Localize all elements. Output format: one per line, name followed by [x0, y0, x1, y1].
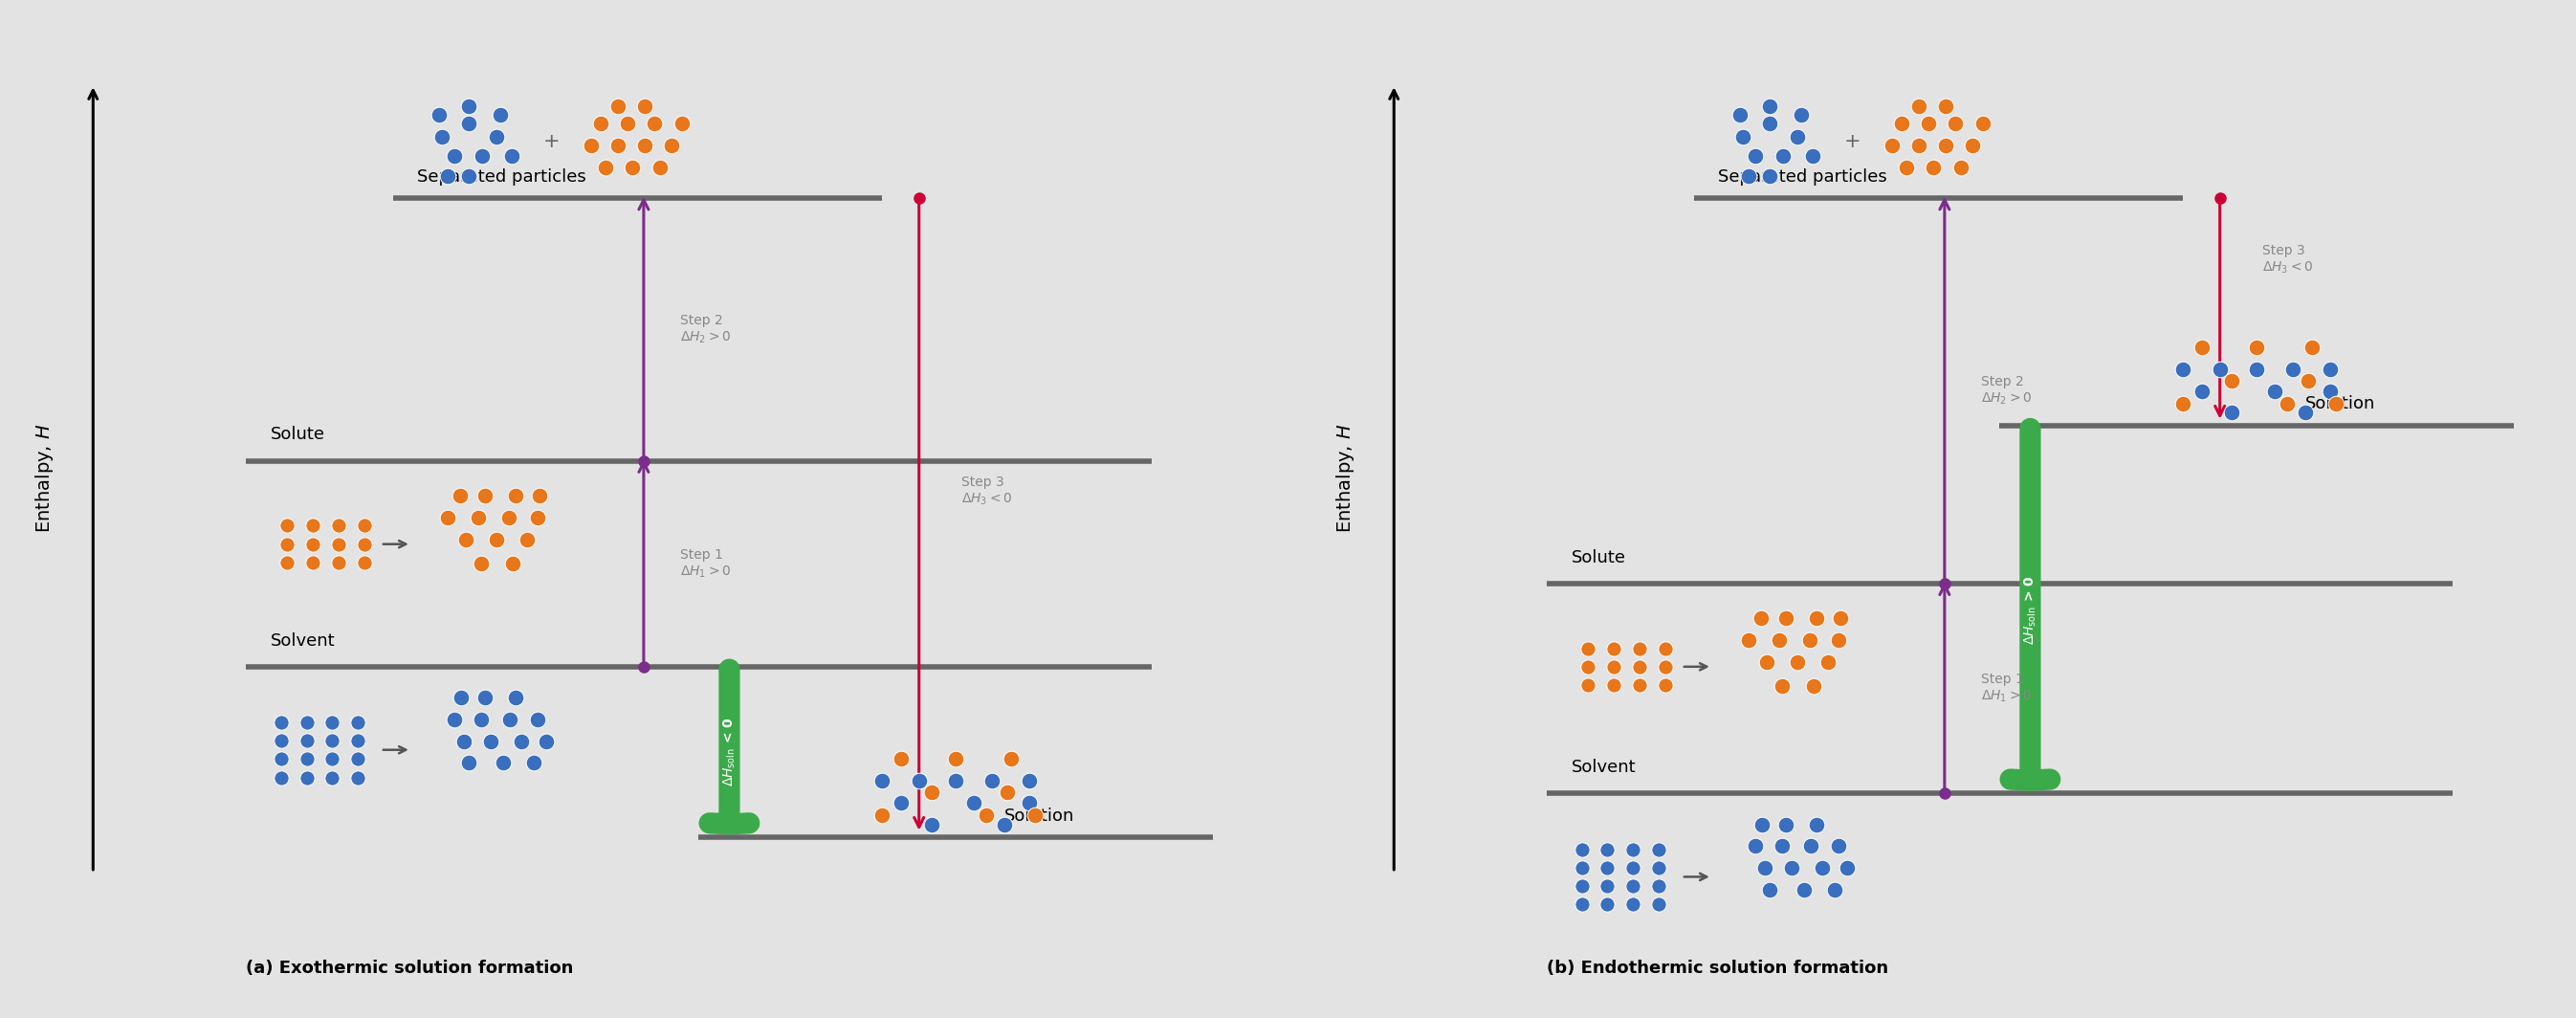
Text: $\Delta H_\mathsf{soln}$ < 0: $\Delta H_\mathsf{soln}$ < 0: [721, 718, 737, 787]
Text: +: +: [544, 132, 562, 151]
Text: Step 2
$\Delta H_2 > 0$: Step 2 $\Delta H_2 > 0$: [680, 314, 732, 345]
Text: (b) Endothermic solution formation: (b) Endothermic solution formation: [1546, 960, 1888, 977]
Text: Solution: Solution: [1005, 807, 1074, 825]
Text: Step 1
$\Delta H_1 > 0$: Step 1 $\Delta H_1 > 0$: [1981, 673, 2032, 704]
Text: $\Delta H_\mathsf{soln}$ > 0: $\Delta H_\mathsf{soln}$ > 0: [2022, 575, 2038, 644]
Text: Enthalpy, $H$: Enthalpy, $H$: [1334, 423, 1355, 533]
Text: Solute: Solute: [270, 427, 325, 444]
Text: +: +: [1844, 132, 1862, 151]
Text: Separated particles: Separated particles: [417, 168, 587, 185]
Text: Solvent: Solvent: [270, 632, 335, 649]
Text: Step 3
$\Delta H_3 < 0$: Step 3 $\Delta H_3 < 0$: [961, 475, 1012, 507]
Text: Solution: Solution: [2306, 396, 2375, 413]
Text: Separated particles: Separated particles: [1718, 168, 1888, 185]
Text: (a) Exothermic solution formation: (a) Exothermic solution formation: [245, 960, 574, 977]
Text: Enthalpy, $H$: Enthalpy, $H$: [33, 423, 54, 533]
Text: Step 1
$\Delta H_1 > 0$: Step 1 $\Delta H_1 > 0$: [680, 548, 732, 579]
Text: Solvent: Solvent: [1571, 758, 1636, 776]
Text: Step 2
$\Delta H_2 > 0$: Step 2 $\Delta H_2 > 0$: [1981, 376, 2032, 406]
Text: Solute: Solute: [1571, 549, 1625, 566]
Text: Step 3
$\Delta H_3 < 0$: Step 3 $\Delta H_3 < 0$: [2262, 244, 2313, 275]
